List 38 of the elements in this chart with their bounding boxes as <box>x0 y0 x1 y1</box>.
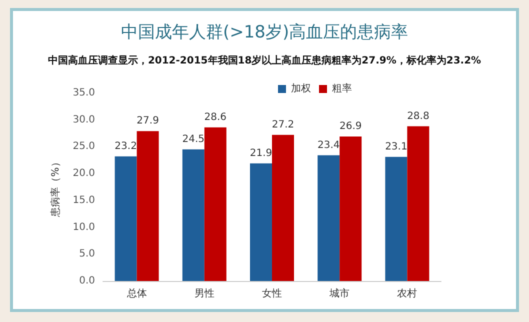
y-tick-label: 10.0 <box>72 222 95 233</box>
data-label: 24.5 <box>182 134 205 145</box>
bar <box>340 136 362 281</box>
y-tick-label: 25.0 <box>72 141 95 152</box>
x-tick-label: 女性 <box>262 288 282 300</box>
bar <box>385 156 408 281</box>
x-tick-label: 男性 <box>194 288 214 300</box>
y-tick-label: 0.0 <box>79 276 95 286</box>
y-tick-label: 5.0 <box>79 248 95 260</box>
bar <box>250 163 272 281</box>
y-tick-label: 20.0 <box>72 168 95 180</box>
bar <box>272 134 294 281</box>
data-label: 23.2 <box>114 140 137 152</box>
data-label: 26.9 <box>339 121 362 132</box>
y-tick-label: 15.0 <box>72 194 95 206</box>
bar <box>204 127 226 281</box>
data-label: 28.6 <box>204 112 227 123</box>
legend-label: 粗率 <box>332 82 352 94</box>
y-axis-title: 患病率（%） <box>50 157 62 218</box>
y-tick-label: 30.0 <box>72 114 95 126</box>
data-label: 23.4 <box>317 140 340 151</box>
data-label: 27.2 <box>272 119 294 130</box>
bar <box>318 155 340 281</box>
data-label: 21.9 <box>250 148 272 159</box>
y-tick-label: 35.0 <box>72 88 95 98</box>
data-label: 28.8 <box>407 110 430 122</box>
x-tick-label: 总体 <box>126 288 147 300</box>
x-tick-label: 农村 <box>397 288 418 300</box>
x-tick-label: 城市 <box>328 288 350 300</box>
bar <box>136 131 159 281</box>
data-label: 27.9 <box>136 116 159 127</box>
chart-title: 中国成年人群(>18岁)高血压的患病率 <box>120 22 408 42</box>
data-label: 23.1 <box>385 141 408 152</box>
bar <box>114 156 137 281</box>
bar <box>407 126 430 281</box>
chart-subtitle: 中国高血压调查显示，2012-2015年我国18岁以上高血压患病粗率为27.9%，标化率为23.2% <box>48 54 482 66</box>
bar <box>182 149 204 281</box>
legend-label: 加权 <box>291 82 311 94</box>
